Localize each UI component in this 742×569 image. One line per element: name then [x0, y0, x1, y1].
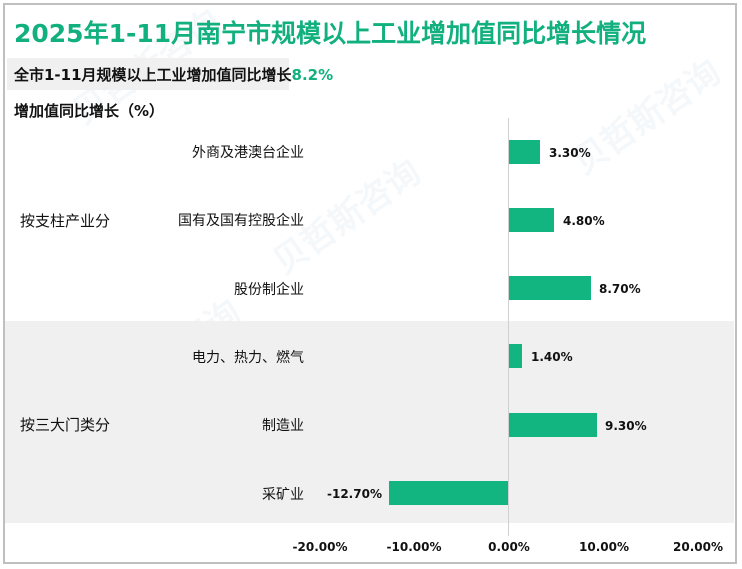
- category-label: 股份制企业: [234, 282, 304, 298]
- zero-axis-line: [508, 118, 509, 536]
- x-tick: 10.00%: [579, 540, 629, 554]
- category-label: 外商及港澳台企业: [192, 145, 304, 161]
- bar-mining: [389, 481, 508, 505]
- x-tick: -20.00%: [292, 540, 348, 554]
- y-axis-label: 增加值同比增长（%）: [14, 102, 165, 120]
- group-label-sector: 按三大门类分: [20, 416, 111, 434]
- data-label: 8.70%: [599, 282, 641, 296]
- data-label: 1.40%: [531, 350, 573, 364]
- x-tick: 20.00%: [673, 540, 723, 554]
- data-label: -12.70%: [327, 487, 382, 501]
- bar-utilities: [509, 344, 522, 368]
- data-label: 9.30%: [605, 419, 647, 433]
- summary-label: 全市1-11月规模以上工业增加值同比增长: [14, 66, 292, 84]
- chart-title: 2025年1-11月南宁市规模以上工业增加值同比增长情况: [14, 19, 647, 48]
- summary-value: 8.2%: [291, 66, 334, 84]
- group-band: [5, 321, 734, 523]
- x-tick: -10.00%: [386, 540, 442, 554]
- x-tick: 0.00%: [488, 540, 530, 554]
- data-label: 3.30%: [549, 146, 591, 160]
- bar-foreign-hkmt: [509, 140, 540, 164]
- group-label-pillar: 按支柱产业分: [20, 212, 111, 230]
- summary-text: 全市1-11月规模以上工业增加值同比增长8.2%: [14, 64, 333, 85]
- summary-box: [7, 58, 289, 90]
- bar-manufacturing: [509, 413, 597, 437]
- bar-state-owned: [509, 208, 554, 232]
- category-label: 制造业: [262, 418, 304, 434]
- category-label: 电力、热力、燃气: [192, 350, 304, 366]
- bar-joint-stock: [509, 276, 591, 300]
- category-label: 国有及国有控股企业: [178, 213, 304, 229]
- category-label: 采矿业: [262, 487, 304, 503]
- data-label: 4.80%: [563, 214, 605, 228]
